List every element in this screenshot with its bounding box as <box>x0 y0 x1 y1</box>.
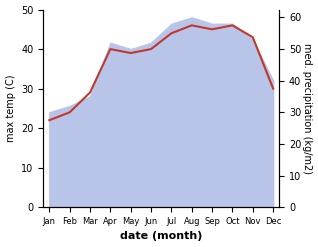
Y-axis label: max temp (C): max temp (C) <box>5 75 16 142</box>
X-axis label: date (month): date (month) <box>120 231 203 242</box>
Y-axis label: med. precipitation (kg/m2): med. precipitation (kg/m2) <box>302 43 313 174</box>
